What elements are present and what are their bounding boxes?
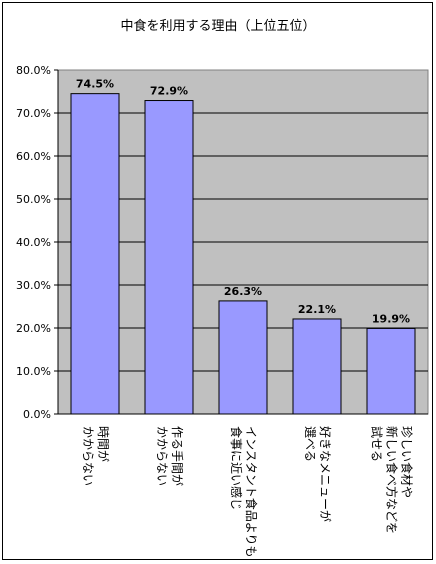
data-label: 74.5%: [76, 78, 114, 91]
category-label-line: 選べる: [303, 426, 317, 462]
value-labels: 74.5% 72.9% 26.3% 22.1% 19.9%: [76, 78, 410, 326]
y-tick-label: 30.0%: [16, 279, 51, 292]
y-tick-label: 0.0%: [23, 408, 51, 421]
category-label-line: かからない: [81, 426, 95, 486]
bar: [218, 300, 268, 415]
data-label: 26.3%: [224, 285, 262, 298]
data-label: 22.1%: [298, 303, 336, 316]
chart-title: 中食を利用する理由（上位五位）: [120, 18, 315, 34]
category-label-line: 時間が: [96, 426, 111, 462]
data-label: 72.9%: [150, 85, 188, 98]
data-label: 19.9%: [372, 312, 410, 325]
category-label-line: 作る手間が: [170, 426, 185, 486]
bar: [366, 327, 416, 415]
y-tick-label: 80.0%: [16, 64, 51, 77]
y-tick-label: 60.0%: [16, 150, 51, 163]
category-label-line: 新しい食べ方などを: [385, 426, 400, 534]
category-label-line: 珍しい食材や: [400, 426, 415, 498]
category-label-line: インスタント食品よりも: [244, 426, 259, 558]
category-label-line: かからない: [155, 426, 169, 486]
y-tick-label: 40.0%: [16, 236, 51, 249]
y-tick-label: 10.0%: [16, 365, 51, 378]
bar: [292, 318, 342, 415]
y-tick-label: 70.0%: [16, 107, 51, 120]
y-tick-label: 50.0%: [16, 193, 51, 206]
category-label-line: 食事に近い感じ: [229, 426, 244, 510]
bar: [70, 93, 120, 415]
category-label-line: 好きなメニューが: [318, 426, 333, 522]
bars: [70, 93, 416, 415]
category-label-line: 試せる: [370, 426, 385, 462]
y-tick-label: 20.0%: [16, 322, 51, 335]
bar: [144, 100, 194, 415]
